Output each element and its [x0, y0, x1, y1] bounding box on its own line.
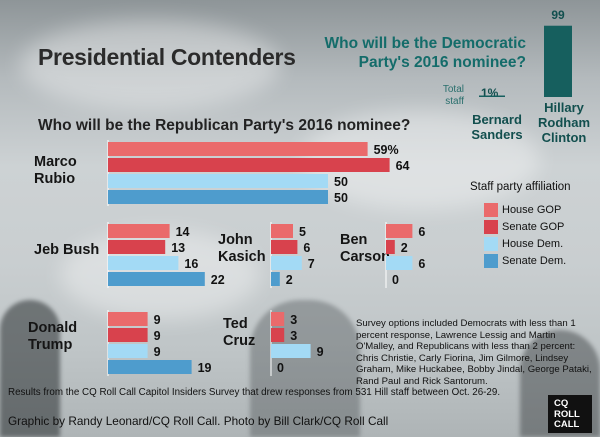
- dem-bar-bernard-sanders: [479, 95, 505, 97]
- value-label-jeb-bush-senate-gop: 13: [171, 241, 185, 255]
- candidate-name-trump: Donald Trump: [28, 320, 78, 353]
- value-label-marco-rubio-senate-dem-: 50: [334, 191, 348, 205]
- bar-john-kasich-senate-gop: [271, 240, 298, 254]
- value-label-donald-trump-house-dem-: 9: [154, 345, 161, 359]
- bar-jeb-bush-senate-dem-: [108, 272, 205, 286]
- legend-swatch-senate-gop: [484, 220, 498, 234]
- legend-item-house-gop: House GOP: [502, 204, 562, 216]
- legend-item-senate-dem: Senate Dem.: [502, 255, 567, 267]
- candidate-name-kasich: John Kasich: [218, 232, 266, 265]
- legend-title: Staff party affiliation: [470, 181, 571, 193]
- bar-john-kasich-house-dem-: [271, 256, 302, 270]
- candidate-name-rubio: Marco Rubio: [34, 154, 77, 187]
- value-label-ted-cruz-house-dem-: 9: [317, 345, 324, 359]
- value-label-ted-cruz-senate-dem-: 0: [277, 361, 284, 375]
- value-label-ted-cruz-senate-gop: 3: [290, 329, 297, 343]
- value-label-john-kasich-house-gop: 5: [299, 225, 306, 239]
- candidate-name-bush: Jeb Bush: [34, 242, 100, 258]
- value-label-john-kasich-senate-gop: 6: [303, 241, 310, 255]
- clinton-name: Hillary Rodham Clinton: [538, 100, 590, 145]
- value-label-ben-carson-house-dem-: 6: [418, 257, 425, 271]
- value-label-donald-trump-senate-dem-: 19: [198, 361, 212, 375]
- logo-line-1: CQ: [554, 398, 569, 409]
- legend-swatch-senate-dem: [484, 254, 498, 268]
- bar-ted-cruz-house-dem-: [271, 344, 311, 358]
- value-label-marco-rubio-senate-gop: 64: [396, 159, 410, 173]
- bar-marco-rubio-house-dem-: [108, 174, 328, 188]
- legend-item-senate-gop: Senate GOP: [502, 221, 565, 233]
- credit-text: Graphic by Randy Leonard/CQ Roll Call. P…: [8, 414, 389, 428]
- value-label-john-kasich-senate-dem-: 2: [286, 273, 293, 287]
- survey-note: Survey options included Democrats with l…: [356, 318, 592, 387]
- value-label-ben-carson-senate-gop: 2: [401, 241, 408, 255]
- source-text: Results from the CQ Roll Call Capitol In…: [8, 387, 501, 398]
- bar-donald-trump-senate-dem-: [108, 360, 192, 374]
- value-label-marco-rubio-house-gop: 59%: [374, 143, 399, 157]
- value-label-john-kasich-house-dem-: 7: [308, 257, 315, 271]
- bar-marco-rubio-senate-gop: [108, 158, 390, 172]
- bar-john-kasich-senate-dem-: [271, 272, 280, 286]
- value-label-jeb-bush-senate-dem-: 22: [211, 273, 225, 287]
- bar-ben-carson-house-gop: [386, 224, 413, 238]
- bar-ted-cruz-senate-gop: [271, 328, 285, 342]
- legend-item-house-dem: House Dem.: [502, 238, 564, 250]
- total-staff-label: Total staff: [442, 84, 464, 107]
- value-label-ben-carson-house-gop: 6: [418, 225, 425, 239]
- value-label-jeb-bush-house-gop: 14: [176, 225, 190, 239]
- bar-donald-trump-house-gop: [108, 312, 148, 326]
- bar-jeb-bush-house-dem-: [108, 256, 179, 270]
- chart-title: Presidential Contenders: [38, 44, 296, 70]
- legend-swatch-house-gop: [484, 203, 498, 217]
- dem-bar-hillary-rodham-clinton: [544, 25, 572, 97]
- bar-jeb-bush-senate-gop: [108, 240, 166, 254]
- democratic-question: Who will be the Democratic Party's 2016 …: [324, 35, 526, 71]
- bar-donald-trump-house-dem-: [108, 344, 148, 358]
- bar-donald-trump-senate-gop: [108, 328, 148, 342]
- republican-question: Who will be the Republican Party's 2016 …: [38, 117, 411, 134]
- bar-marco-rubio-senate-dem-: [108, 190, 328, 204]
- bar-ben-carson-house-dem-: [386, 256, 413, 270]
- value-label-donald-trump-senate-gop: 9: [154, 329, 161, 343]
- value-label-jeb-bush-house-dem-: 16: [184, 257, 198, 271]
- bar-marco-rubio-house-gop: [108, 142, 368, 156]
- value-label-ted-cruz-house-gop: 3: [290, 313, 297, 327]
- bar-jeb-bush-house-gop: [108, 224, 170, 238]
- bar-ben-carson-senate-gop: [386, 240, 395, 254]
- cq-roll-call-logo: CQ ROLL CALL: [548, 395, 592, 433]
- logo-line-3: CALL: [554, 419, 580, 430]
- candidate-name-carson: Ben Carson: [340, 232, 390, 265]
- bar-ted-cruz-house-gop: [271, 312, 285, 326]
- value-label-ben-carson-senate-dem-: 0: [392, 273, 399, 287]
- sanders-name: Bernard Sanders: [471, 112, 523, 142]
- candidate-name-cruz: Ted Cruz: [223, 316, 256, 349]
- bar-john-kasich-house-gop: [271, 224, 293, 238]
- clinton-value-label: 99: [551, 8, 565, 22]
- value-label-marco-rubio-house-dem-: 50: [334, 175, 348, 189]
- value-label-donald-trump-house-gop: 9: [154, 313, 161, 327]
- logo-line-2: ROLL: [554, 408, 580, 420]
- legend-swatch-house-dem: [484, 237, 498, 251]
